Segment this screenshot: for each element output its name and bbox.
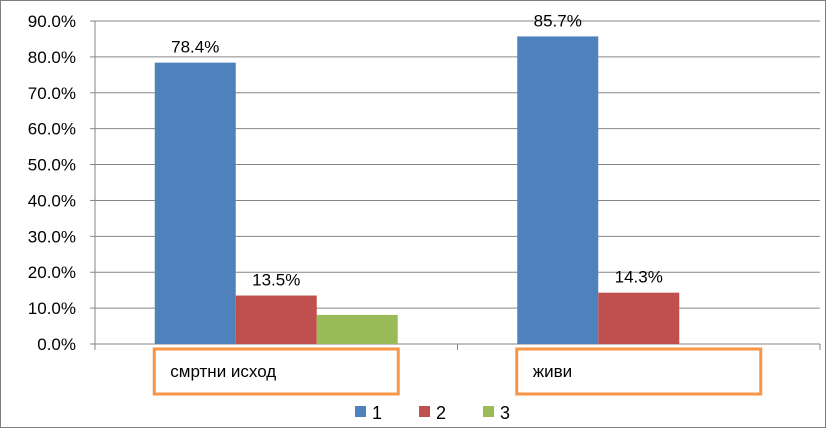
legend-swatch xyxy=(419,406,430,417)
bar-series-2 xyxy=(235,295,317,344)
legend-label: 3 xyxy=(500,403,510,423)
bar-series-2 xyxy=(598,292,680,344)
category-label-box xyxy=(515,347,763,396)
y-tick-label: 80.0% xyxy=(28,48,76,67)
y-tick-label: 90.0% xyxy=(28,12,76,31)
legend-swatch xyxy=(355,406,366,417)
bar-series-1 xyxy=(154,62,236,345)
y-tick-label: 70.0% xyxy=(28,84,76,103)
y-tick-label: 20.0% xyxy=(28,263,76,282)
y-tick-label: 10.0% xyxy=(28,299,76,318)
category-label-box xyxy=(152,347,400,396)
data-label: 85.7% xyxy=(534,11,582,30)
legend-swatch xyxy=(483,406,494,417)
data-label: 13.5% xyxy=(252,271,300,290)
y-tick-label: 50.0% xyxy=(28,156,76,175)
bar-series-3 xyxy=(316,314,398,344)
bar-series-1 xyxy=(517,36,599,344)
y-tick-label: 0.0% xyxy=(37,335,76,354)
category-label: живи xyxy=(533,362,572,381)
legend-label: 2 xyxy=(436,403,446,423)
y-tick-label: 30.0% xyxy=(28,227,76,246)
data-label: 78.4% xyxy=(171,38,219,57)
category-label: смртни исход xyxy=(170,362,276,381)
data-label: 14.3% xyxy=(615,268,663,287)
y-tick-label: 60.0% xyxy=(28,120,76,139)
legend-label: 1 xyxy=(372,403,382,423)
y-tick-label: 40.0% xyxy=(28,191,76,210)
